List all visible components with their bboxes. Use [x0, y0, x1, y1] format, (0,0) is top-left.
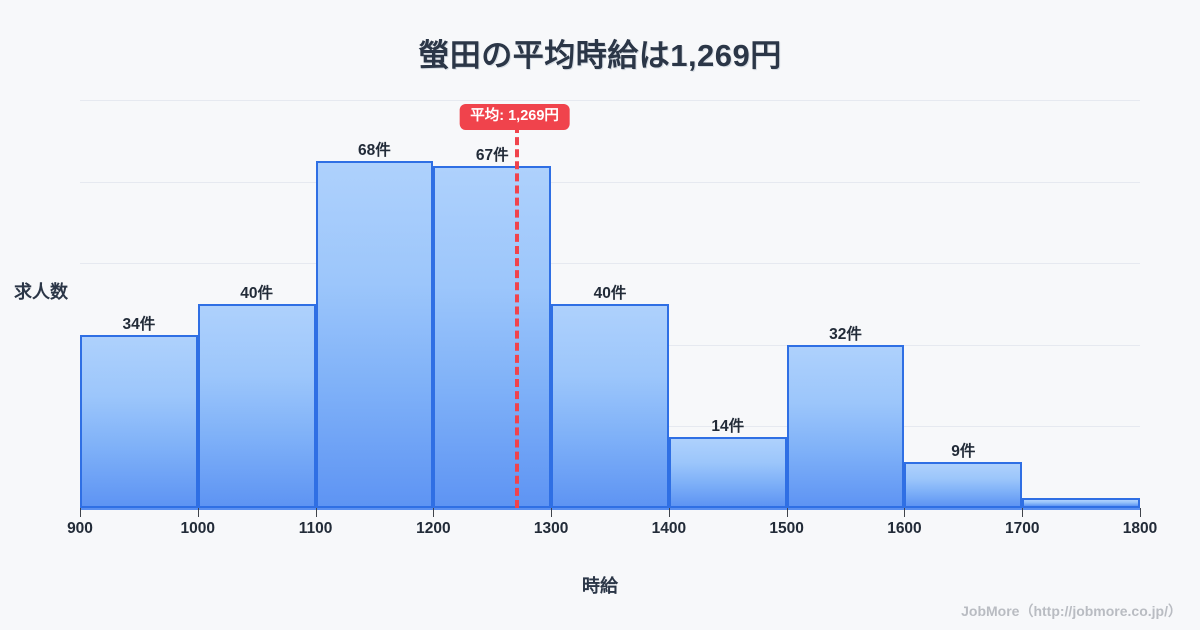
x-axis-tick-label: 1500	[769, 520, 804, 537]
x-axis-tick	[551, 508, 553, 517]
x-axis-tick-label: 1100	[298, 520, 333, 537]
x-axis-tick	[668, 508, 670, 517]
x-axis-tick-label: 1200	[416, 520, 451, 537]
histogram-bar[interactable]	[197, 304, 316, 508]
histogram-bar[interactable]	[80, 334, 198, 508]
histogram-bar[interactable]	[315, 161, 434, 508]
watermark-label: JobMore（http://jobmore.co.jp/）	[961, 603, 1182, 619]
bar-value-label: 9件	[951, 443, 976, 461]
x-axis-tick	[80, 508, 81, 517]
bar-value-label: 40件	[593, 285, 627, 302]
histogram-bar[interactable]	[904, 462, 1023, 508]
x-axis-tick-label: 900	[67, 520, 93, 537]
histogram-bar[interactable]	[433, 166, 552, 508]
bar-value-label: 68件	[358, 142, 391, 160]
bar-value-label: 34件	[122, 315, 156, 333]
histogram-bar[interactable]	[1022, 497, 1140, 508]
x-axis-tick	[433, 508, 435, 517]
average-line	[514, 125, 519, 508]
x-axis-tick	[315, 508, 317, 517]
x-axis-tick	[197, 508, 199, 517]
bar-value-label: 14件	[711, 417, 745, 435]
histogram-bar[interactable]	[668, 436, 787, 508]
histogram-bar[interactable]	[786, 344, 905, 508]
x-axis-tick	[1140, 508, 1141, 517]
x-axis-tick-label: 1800	[1122, 520, 1158, 537]
bar-value-label: 32件	[829, 325, 862, 343]
gridline	[80, 181, 1140, 183]
bar-value-label: 67件	[475, 147, 509, 165]
chart-title: 螢田の平均時給は1,269円	[418, 38, 782, 73]
gridline	[80, 263, 1140, 265]
x-axis-tick	[904, 508, 906, 517]
histogram-bar[interactable]	[551, 304, 669, 508]
x-axis-tick-label: 1700	[1004, 520, 1040, 537]
x-axis-tick-label: 1000	[180, 520, 216, 537]
x-axis-tick-label: 1400	[651, 520, 687, 537]
average-badge: 平均: 1,269円	[459, 104, 570, 130]
x-axis-title: 時給	[582, 576, 618, 596]
plot-area: 34件 40件 68件 67件 40件 14件 32件 9件 900 1000 1100 1200 13…	[67, 100, 1157, 537]
bar-value-label: 40件	[240, 285, 274, 302]
gridline	[80, 100, 1140, 101]
y-axis-title: 求人数	[14, 282, 68, 302]
x-axis-tick	[786, 508, 788, 517]
x-axis-tick-label: 1300	[533, 520, 569, 537]
x-axis-tick-label: 1600	[887, 520, 922, 537]
x-axis-tick	[1022, 508, 1024, 517]
x-axis-baseline	[80, 508, 1140, 510]
